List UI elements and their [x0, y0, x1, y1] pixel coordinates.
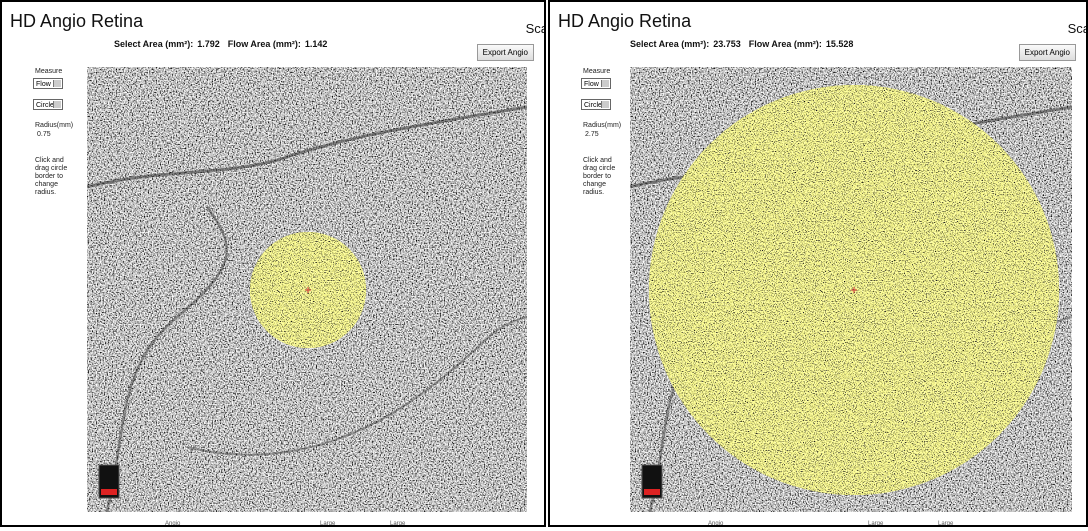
bottom-label: Large [390, 521, 405, 527]
bottom-label: Large [320, 521, 335, 527]
area-summary: Select Area (mm²): 23.753 Flow Area (mm²):… [630, 39, 857, 49]
select-area-label: Select Area (mm²): [630, 39, 709, 49]
panel: HD Angio Retina Sca Select Area (mm²): 1.79… [0, 0, 546, 527]
shape-dropdown[interactable]: Circle [581, 99, 611, 110]
color-scale-red [101, 489, 117, 495]
select-area-value: 1.792 [197, 39, 220, 49]
export-button[interactable]: Export Angio [1019, 44, 1076, 61]
select-area-value: 23.753 [713, 39, 741, 49]
app-title: HD Angio Retina [558, 11, 691, 32]
shape-dropdown[interactable]: Circle [33, 99, 63, 110]
instructions: Click and drag circle border to change r… [583, 157, 627, 197]
angiogram-image [630, 67, 1072, 512]
color-scale-red [644, 489, 660, 495]
select-area-label: Select Area (mm²): [114, 39, 193, 49]
scan-label: Sca [526, 21, 546, 36]
flow-area-label: Flow Area (mm²): [228, 39, 301, 49]
app-title: HD Angio Retina [10, 11, 143, 32]
radius-value: 0.75 [37, 131, 51, 138]
scan-label: Sca [1068, 21, 1088, 36]
bottom-label: Large [938, 521, 953, 527]
flow-area-value: 15.528 [826, 39, 854, 49]
flow-area-label: Flow Area (mm²): [749, 39, 822, 49]
measure-dropdown[interactable]: Flow [581, 78, 611, 89]
screenshot: HD Angio Retina Sca Select Area (mm²): 1.79… [0, 0, 1088, 531]
export-button[interactable]: Export Angio [477, 44, 534, 61]
area-summary: Select Area (mm²): 1.792 Flow Area (mm²): 1… [114, 39, 331, 49]
bottom-label: Angio [708, 521, 723, 527]
angiogram-image [87, 67, 527, 512]
radius-label: Radius(mm) [583, 122, 621, 129]
measure-dropdown[interactable]: Flow [33, 78, 63, 89]
instructions: Click and drag circle border to change r… [35, 157, 79, 197]
bottom-label: Angio [165, 521, 180, 527]
flow-area-value: 1.142 [305, 39, 328, 49]
radius-label: Radius(mm) [35, 122, 73, 129]
panel: HD Angio Retina Sca Select Area (mm²): 23.7… [548, 0, 1088, 527]
measure-label: Measure [35, 68, 62, 75]
measure-label: Measure [583, 68, 610, 75]
bottom-label: Large [868, 521, 883, 527]
radius-value: 2.75 [585, 131, 599, 138]
